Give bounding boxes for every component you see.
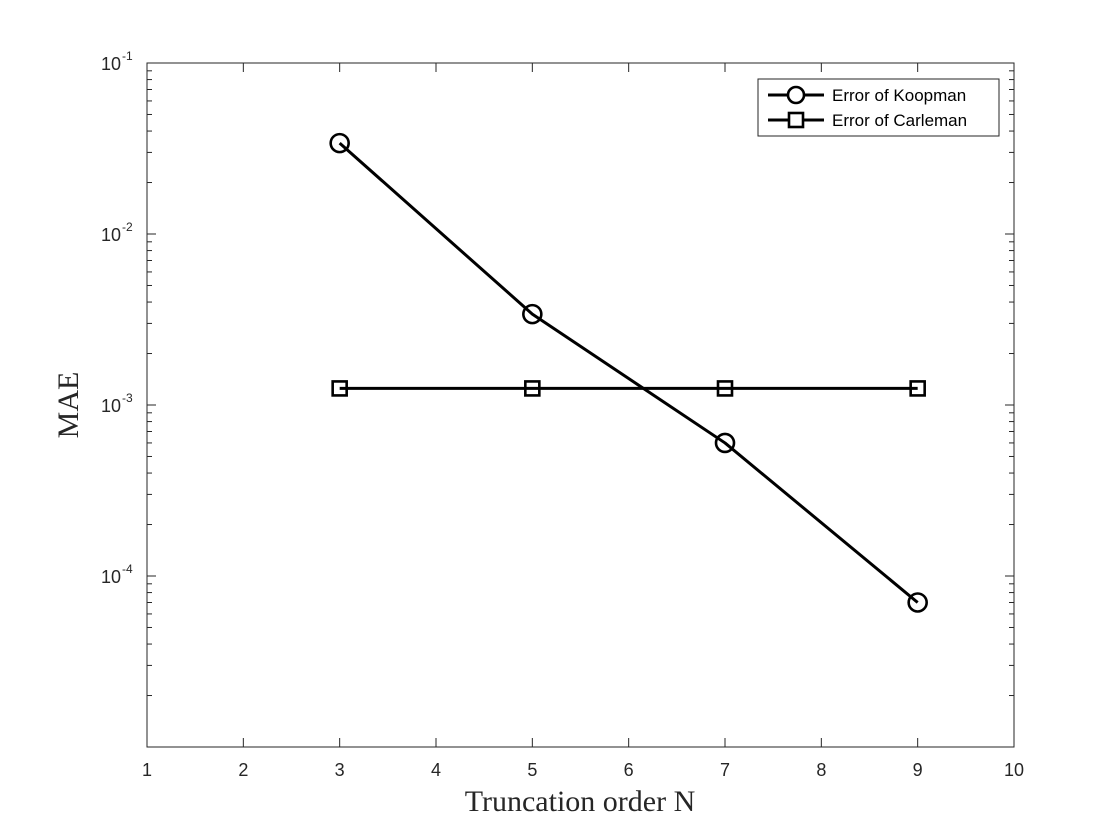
data-point — [524, 380, 541, 397]
y-tick-label: 10 -1 — [101, 49, 133, 74]
legend-entry: Error of Koopman — [768, 85, 966, 105]
x-tick-label: 3 — [335, 760, 345, 780]
data-point — [522, 303, 543, 325]
x-tick-label: 10 — [1004, 760, 1024, 780]
y-tick-label: 10 -3 — [101, 391, 133, 416]
data-point — [909, 380, 926, 397]
series-2 — [331, 380, 926, 397]
y-tick-base: 10 — [101, 396, 121, 416]
series-layer — [329, 132, 928, 613]
y-tick-base: 10 — [101, 225, 121, 245]
legend-marker — [787, 111, 805, 129]
x-tick-label: 8 — [816, 760, 826, 780]
legend-label: Error of Carleman — [832, 111, 967, 130]
legend-marker — [786, 85, 806, 105]
legend-label: Error of Koopman — [832, 86, 966, 105]
plot-area — [146, 62, 1015, 748]
y-tick-exponent: -2 — [122, 220, 133, 234]
axis-ticks — [146, 62, 1015, 748]
x-tick-label: 2 — [238, 760, 248, 780]
legend-entry: Error of Carleman — [768, 111, 967, 130]
y-tick-exponent: -4 — [122, 562, 133, 576]
y-tick-base: 10 — [101, 54, 121, 74]
y-tick-exponent: -1 — [122, 49, 133, 63]
data-point — [329, 132, 350, 154]
data-point — [331, 380, 348, 397]
data-point — [716, 380, 734, 397]
series-1 — [329, 132, 928, 613]
data-point — [714, 432, 736, 454]
x-tick-label: 9 — [913, 760, 923, 780]
x-tick-label: 7 — [720, 760, 730, 780]
y-tick-label: 10 -4 — [101, 562, 133, 587]
data-point — [907, 592, 928, 613]
x-axis-title: Truncation order N — [465, 785, 696, 818]
y-tick-label: 10 -2 — [101, 220, 133, 245]
y-axis-title: MAE — [52, 372, 85, 439]
x-tick-label: 1 — [142, 760, 152, 780]
y-tick-base: 10 — [101, 567, 121, 587]
x-tick-label: 6 — [624, 760, 634, 780]
x-tick-label: 4 — [431, 760, 441, 780]
series-line — [338, 141, 919, 604]
legend: Error of Koopman Error of Carleman — [757, 78, 1000, 137]
y-tick-exponent: -3 — [122, 391, 133, 405]
x-tick-label: 5 — [527, 760, 537, 780]
